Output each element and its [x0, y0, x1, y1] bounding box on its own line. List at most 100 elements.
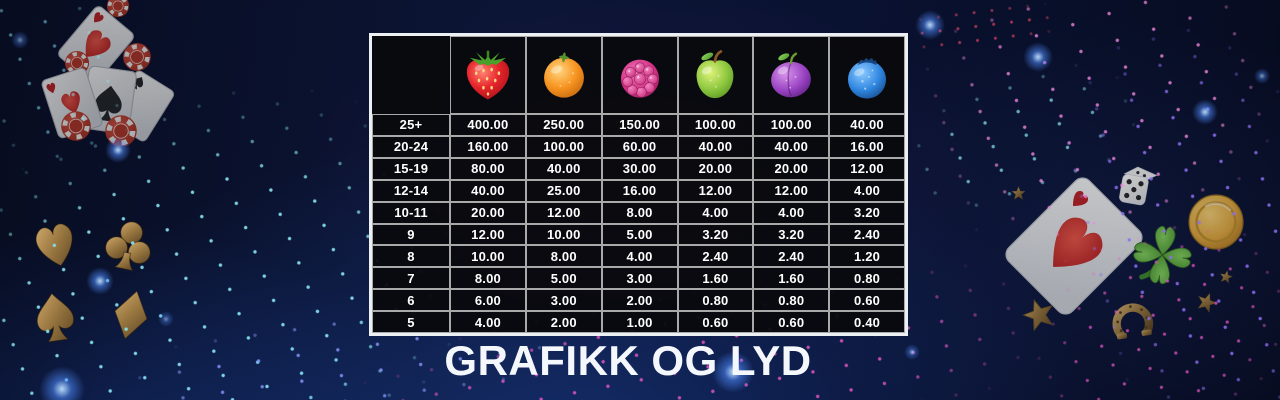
paytable-value-cell: 150.00: [601, 114, 678, 136]
glow-light: [1254, 68, 1270, 84]
paytable-value-cell: 8.00: [450, 267, 526, 290]
paytable-row: 10-11 20.00 12.00 8.00 4.00 4.00 3.20: [372, 201, 905, 224]
glow-light: [86, 267, 114, 295]
paytable-value-cell: 0.60: [677, 311, 754, 334]
strawberry-symbol-icon: [450, 36, 526, 114]
paytable-value-cell: 5.00: [525, 267, 602, 290]
paytable-count-cell: 5: [372, 311, 450, 334]
four-leaf-clover-icon: [1114, 202, 1211, 299]
paytable-row: 15-19 80.00 40.00 30.00 20.00 20.00 12.00: [372, 157, 905, 180]
paytable-count-cell: 15-19: [372, 157, 450, 180]
glow-light: [11, 31, 29, 49]
paytable-value-cell: 3.20: [829, 201, 905, 224]
paytable-count-cell: 20-24: [372, 135, 450, 158]
paytable-value-cell: 0.80: [829, 267, 905, 290]
apple-symbol-icon: [677, 36, 754, 114]
gold-star-icon: [1011, 186, 1026, 201]
paytable-value-cell: 20.00: [753, 157, 830, 180]
paytable-value-cell: 12.00: [677, 179, 754, 202]
paytable-value-cell: 12.00: [450, 223, 526, 246]
paytable-value-cell: 1.00: [601, 311, 678, 334]
paytable-value-cell: 4.00: [450, 311, 526, 334]
paytable-rows: 25+ 400.00 250.00 150.00 100.00 100.00 40.00 20…: [372, 114, 905, 334]
paytable-value-cell: 3.20: [753, 223, 830, 246]
dot-pattern-red: [892, 0, 1068, 62]
paytable-value-cell: 100.00: [525, 135, 602, 158]
paytable-value-cell: 100.00: [753, 114, 830, 136]
paytable-value-cell: 16.00: [601, 179, 678, 202]
raspberry-symbol-icon: [601, 36, 678, 114]
gold-heart-icon: [24, 213, 88, 280]
paytable-value-cell: 0.80: [753, 289, 830, 312]
paytable-value-cell: 16.00: [829, 135, 905, 158]
blueberry-symbol-icon: [829, 36, 905, 114]
paytable-value-cell: 20.00: [450, 201, 526, 224]
paytable-value-cell: 40.00: [677, 135, 754, 158]
paytable-row: 6 6.00 3.00 2.00 0.80 0.80 0.60: [372, 289, 905, 312]
paytable-row: 9 12.00 10.00 5.00 3.20 3.20 2.40: [372, 223, 905, 246]
gold-star-icon: [1218, 269, 1235, 286]
paytable-value-cell: 8.00: [525, 245, 602, 268]
paytable-value-cell: 10.00: [525, 223, 602, 246]
paytable-count-cell: 25+: [372, 114, 450, 136]
paytable-value-cell: 12.00: [829, 157, 905, 180]
paytable-corner-cell: [372, 36, 450, 114]
paytable-value-cell: 160.00: [450, 135, 526, 158]
glow-light: [915, 10, 945, 40]
paytable-value-cell: 0.40: [829, 311, 905, 334]
paytable-row: 12-14 40.00 25.00 16.00 12.00 12.00 4.00: [372, 179, 905, 202]
paytable-value-cell: 2.40: [677, 245, 754, 268]
paytable-value-cell: 1.20: [829, 245, 905, 268]
paytable-value-cell: 40.00: [525, 157, 602, 180]
paytable-value-cell: 10.00: [450, 245, 526, 268]
paytable-value-cell: 3.20: [677, 223, 754, 246]
gold-horseshoe-icon: [1108, 294, 1156, 342]
paytable-value-cell: 6.00: [450, 289, 526, 312]
paytable-value-cell: 1.60: [677, 267, 754, 290]
paytable-value-cell: 12.00: [753, 179, 830, 202]
paytable-value-cell: 12.00: [525, 201, 602, 224]
paytable-value-cell: 4.00: [677, 201, 754, 224]
paytable-value-cell: 40.00: [829, 114, 905, 136]
paytable-value-cell: 40.00: [450, 179, 526, 202]
paytable-value-cell: 8.00: [601, 201, 678, 224]
paytable-value-cell: 3.00: [525, 289, 602, 312]
paytable-value-cell: 80.00: [450, 157, 526, 180]
casino-chip: [60, 110, 92, 142]
paytable-row: 5 4.00 2.00 1.00 0.60 0.60 0.40: [372, 311, 905, 334]
paytable-row: 25+ 400.00 250.00 150.00 100.00 100.00 40.00: [372, 114, 905, 136]
paytable-row: 7 8.00 5.00 3.00 1.60 1.60 0.80: [372, 267, 905, 290]
paytable: 25+ 400.00 250.00 150.00 100.00 100.00 40.00 20…: [369, 33, 908, 336]
paytable-value-cell: 20.00: [677, 157, 754, 180]
paytable-count-cell: 10-11: [372, 201, 450, 224]
plum-symbol-icon: [753, 36, 830, 114]
paytable-count-cell: 6: [372, 289, 450, 312]
paytable-value-cell: 30.00: [601, 157, 678, 180]
glow-light: [158, 311, 174, 327]
paytable-header-row: [372, 36, 905, 114]
paytable-value-cell: 400.00: [450, 114, 526, 136]
paytable-row: 8 10.00 8.00 4.00 2.40 2.40 1.20: [372, 245, 905, 268]
paytable-value-cell: 0.60: [753, 311, 830, 334]
paytable-value-cell: 25.00: [525, 179, 602, 202]
gold-club-icon: [97, 211, 162, 279]
paytable-value-cell: 60.00: [601, 135, 678, 158]
paytable-value-cell: 2.40: [753, 245, 830, 268]
glow-light: [1192, 99, 1218, 125]
paytable-value-cell: 4.00: [753, 201, 830, 224]
paytable-row: 20-24 160.00 100.00 60.00 40.00 40.00 16.00: [372, 135, 905, 158]
paytable-count-cell: 9: [372, 223, 450, 246]
paytable-value-cell: 5.00: [601, 223, 678, 246]
paytable-value-cell: 100.00: [677, 114, 754, 136]
page-title: GRAFIKK OG LYD: [444, 337, 812, 384]
paytable-value-cell: 250.00: [525, 114, 602, 136]
paytable-value-cell: 0.60: [829, 289, 905, 312]
orange-symbol-icon: [525, 36, 602, 114]
paytable-value-cell: 2.40: [829, 223, 905, 246]
paytable-value-cell: 2.00: [525, 311, 602, 334]
paytable-count-cell: 7: [372, 267, 450, 290]
glow-light: [1023, 42, 1053, 72]
paytable-value-cell: 40.00: [753, 135, 830, 158]
paytable-value-cell: 1.60: [753, 267, 830, 290]
